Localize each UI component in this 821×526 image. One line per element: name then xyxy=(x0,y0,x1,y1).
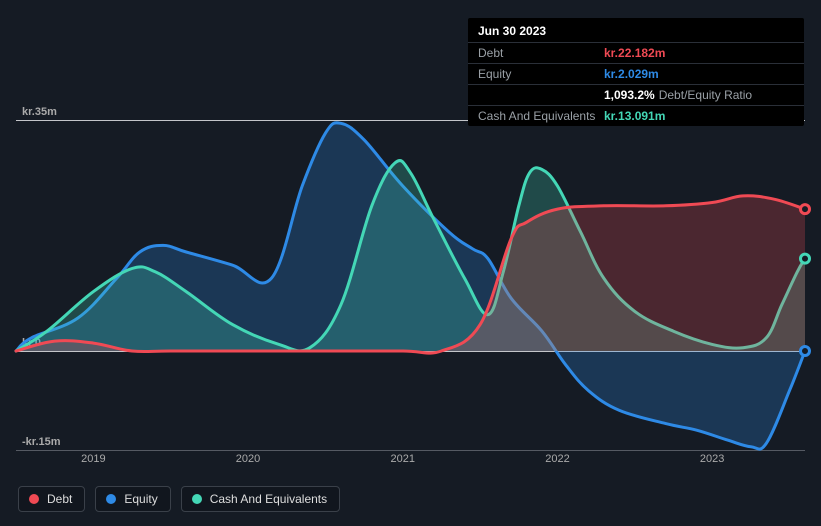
chart-legend: Debt Equity Cash And Equivalents xyxy=(18,486,340,512)
legend-item-label: Cash And Equivalents xyxy=(210,492,327,506)
tooltip-row-value: kr.22.182m xyxy=(604,46,665,60)
tooltip-row-value: 1,093.2%Debt/Equity Ratio xyxy=(604,88,752,102)
tooltip-date: Jun 30 2023 xyxy=(468,18,804,42)
legend-item-debt[interactable]: Debt xyxy=(18,486,85,512)
x-axis-label: 2023 xyxy=(692,453,732,465)
tooltip-row-suffix: Debt/Equity Ratio xyxy=(659,88,752,102)
legend-item-cash[interactable]: Cash And Equivalents xyxy=(181,486,340,512)
tooltip-row-label: Equity xyxy=(478,67,604,81)
tooltip-row-label xyxy=(478,88,604,102)
chart-root: Jun 30 2023 Debtkr.22.182mEquitykr.2.029… xyxy=(0,0,821,526)
x-axis-label: 2021 xyxy=(383,453,423,465)
tooltip-row-value: kr.2.029m xyxy=(604,67,659,81)
legend-item-equity[interactable]: Equity xyxy=(95,486,170,512)
tooltip-row: 1,093.2%Debt/Equity Ratio xyxy=(468,84,804,105)
x-axis-label: 2019 xyxy=(73,453,113,465)
tooltip-row-label: Cash And Equivalents xyxy=(478,109,604,123)
series-end-marker-equity xyxy=(801,347,810,356)
chart-plot xyxy=(16,120,805,450)
chart-tooltip: Jun 30 2023 Debtkr.22.182mEquitykr.2.029… xyxy=(468,18,804,126)
y-gridline xyxy=(16,450,805,451)
series-end-marker-debt xyxy=(801,205,810,214)
tooltip-row: Equitykr.2.029m xyxy=(468,63,804,84)
tooltip-row: Cash And Equivalentskr.13.091m xyxy=(468,105,804,126)
chart-area: kr.35mkr.0-kr.15m 20192020202120222023 xyxy=(16,120,805,450)
legend-dot-icon xyxy=(192,494,202,504)
x-axis-label: 2020 xyxy=(228,453,268,465)
y-axis-label: kr.35m xyxy=(22,106,57,118)
legend-dot-icon xyxy=(29,494,39,504)
series-end-marker-cash xyxy=(801,254,810,263)
x-axis-label: 2022 xyxy=(537,453,577,465)
legend-item-label: Equity xyxy=(124,492,157,506)
tooltip-row-value: kr.13.091m xyxy=(604,109,665,123)
tooltip-row: Debtkr.22.182m xyxy=(468,42,804,63)
tooltip-row-label: Debt xyxy=(478,46,604,60)
legend-item-label: Debt xyxy=(47,492,72,506)
legend-dot-icon xyxy=(106,494,116,504)
